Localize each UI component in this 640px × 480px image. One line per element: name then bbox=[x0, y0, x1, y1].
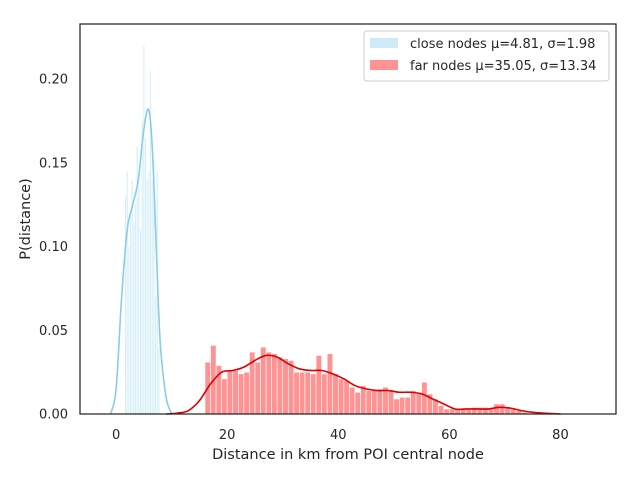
close-nodes-bar-12 bbox=[144, 137, 147, 415]
close-nodes-bar-14 bbox=[147, 171, 150, 415]
legend-swatch-close-nodes bbox=[370, 38, 398, 48]
far-nodes-bar-31 bbox=[376, 388, 384, 415]
far-nodes-bar-22 bbox=[326, 353, 334, 415]
y-tick-label: 0.00 bbox=[39, 408, 68, 423]
far-nodes-bar-11 bbox=[265, 351, 272, 415]
close-nodes-bar-11 bbox=[142, 45, 145, 415]
far-nodes-bar-12 bbox=[271, 353, 278, 415]
legend-swatch-far-nodes bbox=[370, 60, 398, 70]
y-axis-label: P(distance) bbox=[18, 178, 34, 260]
far-nodes-bar-34 bbox=[393, 398, 400, 415]
x-tick-label: 80 bbox=[552, 428, 569, 443]
far-nodes-bar-3 bbox=[221, 378, 228, 415]
far-nodes-bar-21 bbox=[321, 373, 328, 415]
far-nodes-bar-5 bbox=[232, 370, 239, 415]
y-tick-label: 0.10 bbox=[39, 240, 68, 255]
close-nodes-bar-1 bbox=[126, 171, 129, 415]
kde-curves bbox=[109, 108, 561, 415]
close-nodes-bar-16 bbox=[151, 179, 154, 415]
close-nodes-bar-5 bbox=[132, 221, 135, 415]
x-tick-label: 40 bbox=[330, 428, 347, 443]
legend-label-far-nodes: far nodes μ=35.05, σ=13.34 bbox=[410, 59, 596, 74]
x-tick-label: 0 bbox=[112, 428, 120, 443]
far-nodes-bar-23 bbox=[332, 373, 339, 415]
x-axis-label: Distance in km from POI central node bbox=[212, 447, 484, 463]
far-nodes-bar-51 bbox=[487, 408, 495, 415]
y-tick-label: 0.20 bbox=[39, 73, 68, 88]
close-nodes-bar-6 bbox=[134, 204, 137, 415]
x-axis-ticks: 0 20 40 60 80 bbox=[112, 428, 569, 443]
far-nodes-bar-30 bbox=[371, 390, 378, 415]
far-nodes-bar-53 bbox=[499, 403, 506, 415]
far-nodes-bar-18 bbox=[304, 371, 311, 415]
close-nodes-bar-9 bbox=[139, 229, 142, 415]
far-nodes-bar-14 bbox=[282, 358, 289, 415]
far-nodes-kde-line bbox=[166, 354, 561, 415]
far-nodes-bar-33 bbox=[387, 390, 395, 415]
legend: close nodes μ=4.81, σ=1.98 far nodes μ=3… bbox=[363, 30, 610, 82]
far-nodes-bar-39 bbox=[421, 381, 428, 415]
far-nodes-bar-24 bbox=[337, 378, 345, 415]
far-nodes-bar-43 bbox=[443, 408, 450, 415]
far-nodes-bar-37 bbox=[410, 390, 417, 415]
far-nodes-bar-42 bbox=[437, 405, 445, 415]
close-nodes-bar-8 bbox=[137, 179, 140, 415]
far-nodes-bar-36 bbox=[404, 396, 411, 415]
far-nodes-bar-28 bbox=[360, 385, 367, 415]
close-nodes-bar-20 bbox=[157, 346, 160, 415]
far-nodes-bar-13 bbox=[276, 356, 284, 415]
far-nodes-bar-25 bbox=[343, 380, 350, 415]
far-nodes-bar-26 bbox=[349, 386, 356, 415]
far-nodes-bar-9 bbox=[254, 361, 261, 415]
far-nodes-bar-15 bbox=[287, 360, 295, 415]
far-nodes-bar-27 bbox=[354, 391, 361, 415]
far-nodes-bar-16 bbox=[293, 371, 300, 415]
plot-frame bbox=[79, 23, 617, 415]
far-nodes-bar-52 bbox=[493, 403, 500, 415]
far-nodes-bar-44 bbox=[449, 408, 456, 415]
x-tick-label: 60 bbox=[441, 428, 458, 443]
plot-area bbox=[80, 24, 616, 414]
close-nodes-bar-3 bbox=[129, 212, 132, 415]
y-tick-label: 0.15 bbox=[39, 156, 68, 171]
x-tick-label: 20 bbox=[219, 428, 236, 443]
far-nodes-bar-35 bbox=[399, 396, 406, 415]
far-nodes-bar-29 bbox=[365, 390, 372, 415]
legend-box bbox=[363, 30, 610, 82]
far-nodes-bar-6 bbox=[238, 373, 245, 415]
far-nodes-bar-19 bbox=[310, 373, 317, 415]
y-tick-label: 0.05 bbox=[39, 324, 68, 339]
far-nodes-bar-7 bbox=[243, 371, 250, 415]
close-nodes-bar-0 bbox=[124, 196, 127, 415]
far-nodes-bar-20 bbox=[315, 355, 322, 415]
y-axis-ticks: 0.00 0.05 0.10 0.15 0.20 bbox=[39, 73, 68, 423]
far-nodes-bar-4 bbox=[226, 370, 234, 415]
far-nodes-bar-38 bbox=[415, 391, 422, 415]
close-nodes-kde-line bbox=[109, 108, 173, 415]
far-nodes-bar-17 bbox=[299, 371, 306, 415]
legend-label-close-nodes: close nodes μ=4.81, σ=1.98 bbox=[410, 37, 595, 52]
